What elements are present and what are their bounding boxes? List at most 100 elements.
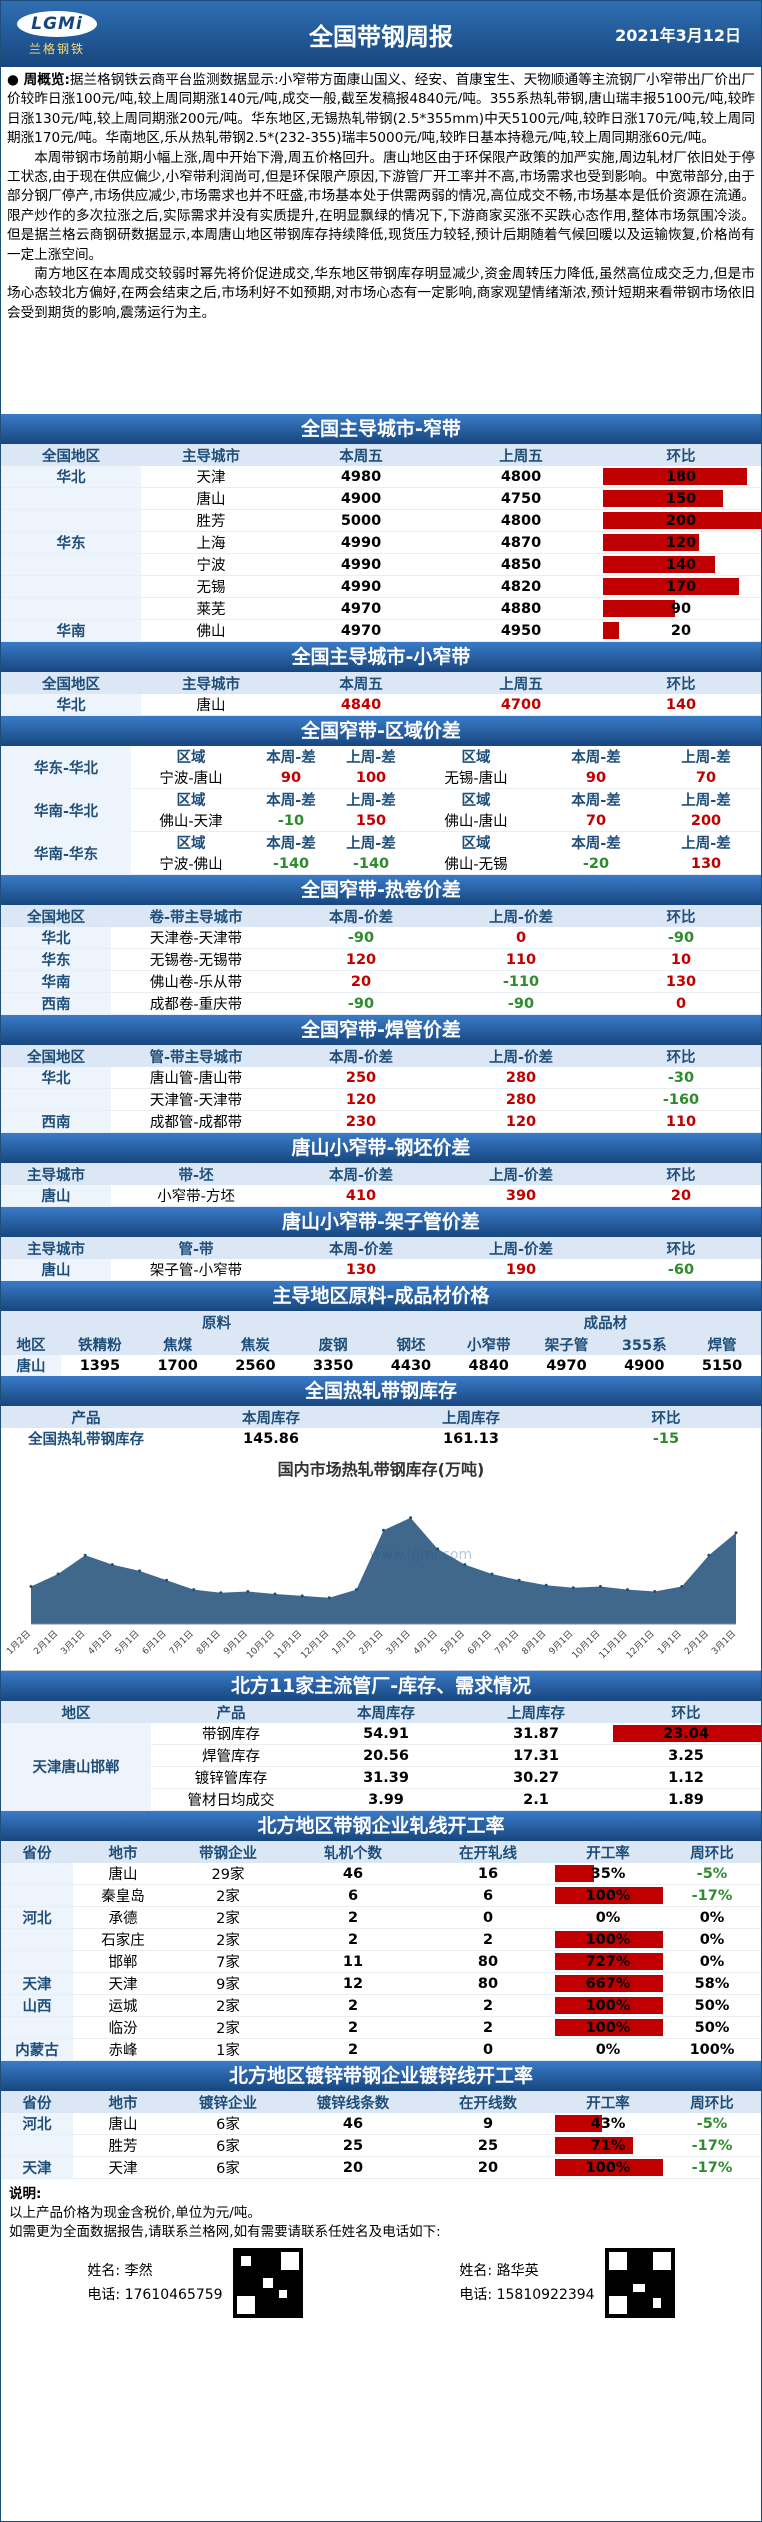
x-tick-label: 5月1日	[438, 1628, 467, 1657]
last-week-value: 4700	[441, 694, 601, 716]
week-change: 50%	[663, 1994, 761, 2017]
enterprise-count: 29家	[173, 1863, 283, 1885]
change-value: 667%	[585, 1975, 631, 1992]
change-cell: 200	[601, 509, 761, 532]
last-week-price: 4850	[441, 553, 601, 576]
column-header: 焊管	[683, 1333, 761, 1355]
spread-value: 200	[651, 810, 761, 832]
enterprise-count: 9家	[173, 1972, 283, 1995]
product-name: 管材日均成交	[151, 1788, 311, 1811]
region-label	[1, 553, 141, 576]
price-value: 4900	[624, 1357, 665, 1374]
this-week-price: 4900	[281, 487, 441, 510]
change-value: 0%	[595, 2041, 621, 2058]
region-label: 华北	[1, 927, 111, 949]
table-row: 唐山 29家 46 16 35% -5%	[1, 1863, 761, 1885]
inventory-point	[138, 1569, 141, 1573]
x-tick-label: 7月1日	[493, 1628, 522, 1657]
x-tick-label: 2月1日	[682, 1628, 711, 1657]
mid-spacer	[372, 1311, 450, 1333]
x-tick-label: 8月1日	[520, 1628, 549, 1657]
change-value: 170	[665, 578, 697, 595]
table-row: 华北 唐山管-唐山带 250 280 -30	[1, 1067, 761, 1089]
change-bar	[555, 1975, 663, 1992]
last-week-price: 4800	[441, 466, 601, 488]
column-header: 地区	[1, 1701, 151, 1723]
open-line-count: 16	[423, 1863, 553, 1885]
week-change: 50%	[663, 2016, 761, 2039]
spread-header-row: 华南-华东 区域 本周-差 上周-差 区域 本周-差 上周-差	[1, 831, 761, 875]
x-tick-label: 7月1日	[167, 1628, 196, 1657]
province-label	[1, 1863, 73, 1885]
column-header: 上周五	[441, 672, 601, 694]
region-label	[1, 509, 141, 532]
enterprise-count: 7家	[173, 1950, 283, 1973]
inventory-point	[626, 1588, 629, 1592]
spread-value: 100	[331, 767, 411, 789]
column-header: 焦煤	[138, 1333, 217, 1355]
enterprise-count: 2家	[173, 1884, 283, 1907]
change-value: 10	[601, 948, 761, 971]
contact-list: 姓名: 李然 电话: 17610465759 姓名: 路华英 电话: 15810…	[9, 2248, 753, 2318]
column-header: 产品	[1, 1406, 171, 1428]
column-header: 本周-差	[571, 750, 621, 766]
region-label: 唐山	[1, 1259, 111, 1281]
last-week-price: 4880	[441, 597, 601, 620]
x-tick-label: 1月1日	[655, 1628, 684, 1657]
region-label	[1, 487, 141, 510]
this-week-price: 4990	[281, 575, 441, 598]
pair-name: 佛山-天津	[131, 810, 251, 832]
change-cell: 180	[601, 466, 761, 488]
pair-name: 宁波-唐山	[131, 767, 251, 789]
column-header: 在开线数	[423, 2091, 553, 2113]
open-line-count: 80	[423, 1950, 553, 1973]
enterprise-count: 2家	[173, 1994, 283, 2017]
this-week-inventory: 20.56	[311, 1744, 461, 1767]
table-row: 华南 佛山卷-乐从带 20 -110 130	[1, 970, 761, 993]
last-week-price: 4750	[441, 487, 601, 510]
region-label: 华东	[1, 948, 111, 971]
change-bar	[555, 1931, 663, 1948]
inventory-value: 全国热轧带钢库存	[28, 1432, 144, 1448]
x-tick-label: 3月1日	[384, 1628, 413, 1657]
column-header: 周环比	[663, 2091, 761, 2113]
column-header: 上周-差	[346, 836, 396, 852]
inventory-point	[246, 1590, 250, 1593]
table-row: 唐山 架子管-小窄带 130 190 -60	[1, 1259, 761, 1281]
column-header: 上周-差	[681, 750, 731, 766]
week-change: 0%	[663, 1950, 761, 1973]
contact-card-1: 姓名: 李然 电话: 17610465759	[87, 2248, 303, 2318]
line-count: 2	[283, 1906, 423, 1929]
section-title-small-narrow-strip: 全国主导城市-小窄带	[1, 642, 761, 672]
qr-code-icon	[232, 2248, 303, 2318]
x-tick-label: 12月1日	[299, 1628, 332, 1661]
province-label	[1, 2134, 73, 2157]
footer-note-2: 如需更为全面数据报告,请联系兰格网,如有需要请联系任姓名及电话如下:	[9, 2224, 441, 2240]
change-value: 100%	[585, 1887, 631, 1904]
column-header: 主导城市	[141, 444, 281, 466]
column-header: 主导城市	[1, 1237, 111, 1259]
operating-rate-cell: 667%	[553, 1972, 663, 1995]
change-value: 1.89	[611, 1788, 761, 1811]
x-tick-label: 6月1日	[140, 1628, 169, 1657]
this-week-price: 4980	[281, 466, 441, 488]
line-count: 11	[283, 1950, 423, 1973]
summary-lead-label: ● 周概览:	[7, 72, 70, 88]
change-bar	[603, 556, 715, 573]
table-row: 华东 无锡卷-无锡带 120 110 10	[1, 948, 761, 971]
section-title-narrow-strip: 全国主导城市-窄带	[1, 414, 761, 444]
change-bar	[555, 2137, 634, 2154]
city-name: 唐山	[141, 487, 281, 510]
column-header: 上周-价差	[441, 1045, 601, 1067]
weekly-summary: ● 周概览:据兰格钢铁云商平台监测数据显示:小窄带方面康山国义、经安、首康宝生、…	[1, 67, 761, 414]
inventory-point	[409, 1516, 413, 1520]
inventory-point	[354, 1588, 358, 1592]
this-week-value: 120	[281, 948, 441, 971]
company-logo: LGMi 兰格钢铁	[11, 6, 103, 62]
pair-name: 成都管-成都带	[111, 1110, 281, 1133]
change-value: 130	[601, 970, 761, 993]
summary-para-1: 据兰格钢铁云商平台监测数据显示:小窄带方面康山国义、经安、首康宝生、天物顺通等主…	[7, 72, 756, 147]
galvanizing-operating-rate-table: 省份 地市 镀锌企业 镀锌线条数 在开线数 开工率 周环比 河北 唐山 6家 46 9 43% -5% 胜…	[1, 2091, 761, 2179]
line-count: 2	[283, 2038, 423, 2061]
hot-rolled-inventory-table: 产品 本周库存 上周库存 环比 全国热轧带钢库存 145.86 161.13 -15	[1, 1406, 761, 1449]
